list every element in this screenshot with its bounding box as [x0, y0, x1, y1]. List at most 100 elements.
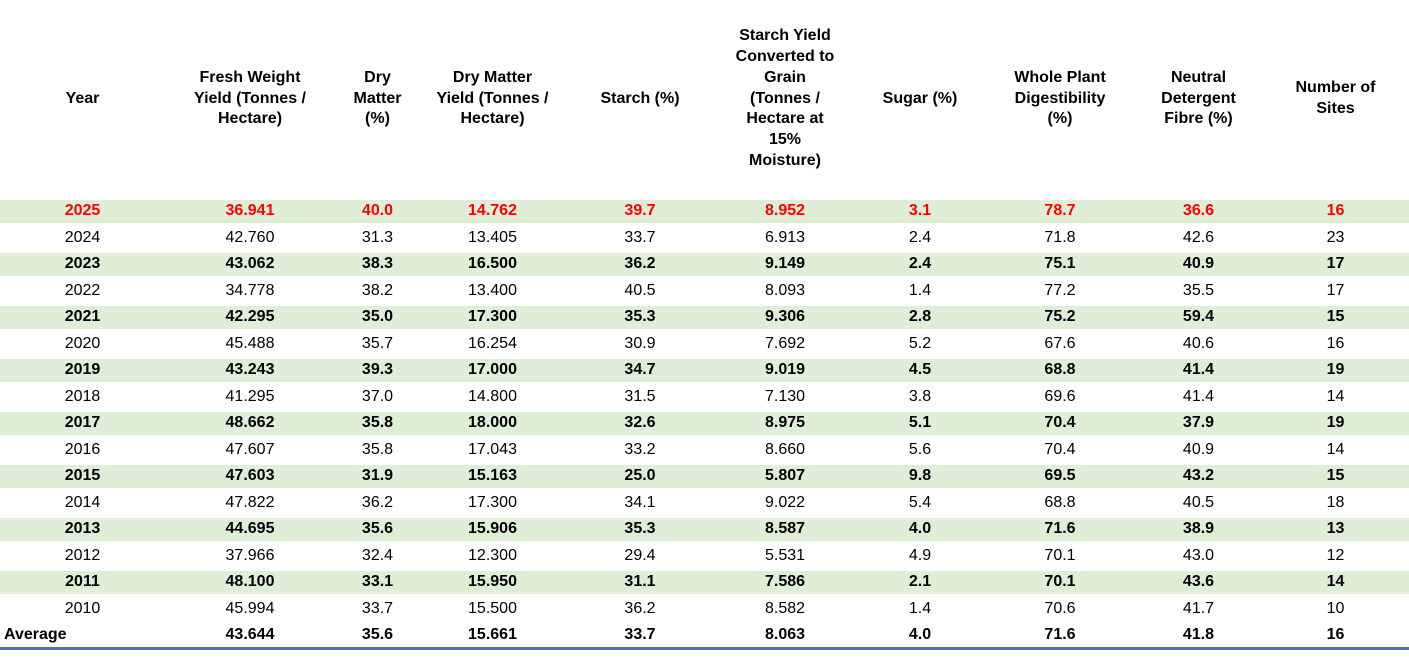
column-header-sugar-pct: Sugar (%): [882, 89, 958, 107]
cell-2025-starch-yield-grain: 8.952: [715, 198, 855, 225]
column-header-starch-yield-grain: Starch Yield Converted to Grain (Tonnes …: [735, 27, 835, 169]
cell-2012-starch-yield-grain: 5.531: [715, 542, 855, 569]
cell-2024-starch-yield-grain: 6.913: [715, 224, 855, 251]
cell-2020-dry-matter-pct: 35.7: [335, 330, 420, 357]
cell-2024-starch-pct: 33.7: [565, 224, 715, 251]
cell-2012-number-of-sites: 12: [1262, 542, 1409, 569]
cell-2017-starch-yield-grain: 8.975: [715, 410, 855, 437]
yield-results-table: Year Fresh Weight Yield (Tonnes / Hectare…: [0, 27, 1409, 650]
column-header-dry-matter-yield: Dry Matter Yield (Tonnes / Hectare): [436, 68, 549, 128]
cell-2010-number-of-sites: 10: [1262, 595, 1409, 622]
cell-2018-dry-matter-pct: 37.0: [335, 383, 420, 410]
cell-2015-dry-matter-pct: 31.9: [335, 463, 420, 490]
cell-2024-dry-matter-yield: 13.405: [420, 224, 565, 251]
cell-2010-starch-pct: 36.2: [565, 595, 715, 622]
cell-2013-year: 2013: [0, 516, 165, 543]
cell-2015-number-of-sites: 15: [1262, 463, 1409, 490]
cell-2010-year: 2010: [0, 595, 165, 622]
cell-2020-number-of-sites: 16: [1262, 330, 1409, 357]
cell-2023-dry-matter-pct: 38.3: [335, 251, 420, 278]
cell-2012-dry-matter-pct: 32.4: [335, 542, 420, 569]
cell-2022-fresh-weight-yield: 34.778: [165, 277, 335, 304]
cell-average-sugar-pct: 4.0: [855, 622, 985, 650]
cell-2013-dry-matter-pct: 35.6: [335, 516, 420, 543]
cell-2015-starch-yield-grain: 5.807: [715, 463, 855, 490]
cell-2020-starch-pct: 30.9: [565, 330, 715, 357]
cell-2010-sugar-pct: 1.4: [855, 595, 985, 622]
cell-2011-neutral-detergent-fibre: 43.6: [1135, 569, 1262, 596]
cell-2017-number-of-sites: 19: [1262, 410, 1409, 437]
cell-2024-neutral-detergent-fibre: 42.6: [1135, 224, 1262, 251]
cell-2011-number-of-sites: 14: [1262, 569, 1409, 596]
cell-2022-sugar-pct: 1.4: [855, 277, 985, 304]
column-header-starch-pct: Starch (%): [600, 89, 680, 107]
cell-2025-number-of-sites: 16: [1262, 198, 1409, 225]
table-row-2020: 2020 45.488 35.7 16.254 30.9 7.692 5.2 67.6 40.6…: [0, 330, 1409, 357]
cell-2018-dry-matter-yield: 14.800: [420, 383, 565, 410]
cell-2018-fresh-weight-yield: 41.295: [165, 383, 335, 410]
cell-2013-neutral-detergent-fibre: 38.9: [1135, 516, 1262, 543]
cell-2020-sugar-pct: 5.2: [855, 330, 985, 357]
cell-2025-whole-plant-digestibility: 78.7: [985, 198, 1135, 225]
cell-2013-sugar-pct: 4.0: [855, 516, 985, 543]
cell-2013-whole-plant-digestibility: 71.6: [985, 516, 1135, 543]
cell-average-year: Average: [0, 622, 165, 650]
cell-2014-sugar-pct: 5.4: [855, 489, 985, 516]
cell-2021-neutral-detergent-fibre: 59.4: [1135, 304, 1262, 331]
cell-2023-sugar-pct: 2.4: [855, 251, 985, 278]
cell-2012-neutral-detergent-fibre: 43.0: [1135, 542, 1262, 569]
cell-2021-whole-plant-digestibility: 75.2: [985, 304, 1135, 331]
cell-2010-dry-matter-pct: 33.7: [335, 595, 420, 622]
cell-2018-starch-yield-grain: 7.130: [715, 383, 855, 410]
cell-2010-fresh-weight-yield: 45.994: [165, 595, 335, 622]
cell-2021-starch-pct: 35.3: [565, 304, 715, 331]
cell-2019-dry-matter-yield: 17.000: [420, 357, 565, 384]
cell-2018-number-of-sites: 14: [1262, 383, 1409, 410]
cell-2019-whole-plant-digestibility: 68.8: [985, 357, 1135, 384]
cell-2015-dry-matter-yield: 15.163: [420, 463, 565, 490]
cell-2010-whole-plant-digestibility: 70.6: [985, 595, 1135, 622]
cell-2018-whole-plant-digestibility: 69.6: [985, 383, 1135, 410]
cell-2024-year: 2024: [0, 224, 165, 251]
cell-2025-starch-pct: 39.7: [565, 198, 715, 225]
cell-2018-year: 2018: [0, 383, 165, 410]
table-row-2015: 2015 47.603 31.9 15.163 25.0 5.807 9.8 69.5 43.2…: [0, 463, 1409, 490]
cell-average-neutral-detergent-fibre: 41.8: [1135, 622, 1262, 650]
cell-2014-number-of-sites: 18: [1262, 489, 1409, 516]
cell-2014-starch-yield-grain: 9.022: [715, 489, 855, 516]
cell-2024-sugar-pct: 2.4: [855, 224, 985, 251]
cell-2016-dry-matter-pct: 35.8: [335, 436, 420, 463]
table-row-2012: 2012 37.966 32.4 12.300 29.4 5.531 4.9 70.1 43.0…: [0, 542, 1409, 569]
cell-2019-year: 2019: [0, 357, 165, 384]
cell-2017-fresh-weight-yield: 48.662: [165, 410, 335, 437]
cell-2025-neutral-detergent-fibre: 36.6: [1135, 198, 1262, 225]
cell-2022-year: 2022: [0, 277, 165, 304]
cell-2012-sugar-pct: 4.9: [855, 542, 985, 569]
cell-2013-fresh-weight-yield: 44.695: [165, 516, 335, 543]
cell-2025-dry-matter-yield: 14.762: [420, 198, 565, 225]
cell-average-dry-matter-yield: 15.661: [420, 622, 565, 650]
cell-2020-fresh-weight-yield: 45.488: [165, 330, 335, 357]
cell-average-dry-matter-pct: 35.6: [335, 622, 420, 650]
cell-2019-neutral-detergent-fibre: 41.4: [1135, 357, 1262, 384]
cell-2011-starch-pct: 31.1: [565, 569, 715, 596]
cell-2022-neutral-detergent-fibre: 35.5: [1135, 277, 1262, 304]
table-row-2023: 2023 43.062 38.3 16.500 36.2 9.149 2.4 75.1 40.9…: [0, 251, 1409, 278]
cell-2017-year: 2017: [0, 410, 165, 437]
cell-2022-starch-pct: 40.5: [565, 277, 715, 304]
cell-2023-fresh-weight-yield: 43.062: [165, 251, 335, 278]
cell-2022-dry-matter-pct: 38.2: [335, 277, 420, 304]
cell-2018-sugar-pct: 3.8: [855, 383, 985, 410]
cell-2016-starch-pct: 33.2: [565, 436, 715, 463]
cell-2011-fresh-weight-yield: 48.100: [165, 569, 335, 596]
cell-2013-starch-pct: 35.3: [565, 516, 715, 543]
cell-2010-starch-yield-grain: 8.582: [715, 595, 855, 622]
cell-2011-sugar-pct: 2.1: [855, 569, 985, 596]
cell-2016-number-of-sites: 14: [1262, 436, 1409, 463]
cell-2024-whole-plant-digestibility: 71.8: [985, 224, 1135, 251]
cell-2012-fresh-weight-yield: 37.966: [165, 542, 335, 569]
cell-2021-number-of-sites: 15: [1262, 304, 1409, 331]
cell-2019-starch-yield-grain: 9.019: [715, 357, 855, 384]
cell-2010-dry-matter-yield: 15.500: [420, 595, 565, 622]
cell-2014-dry-matter-yield: 17.300: [420, 489, 565, 516]
